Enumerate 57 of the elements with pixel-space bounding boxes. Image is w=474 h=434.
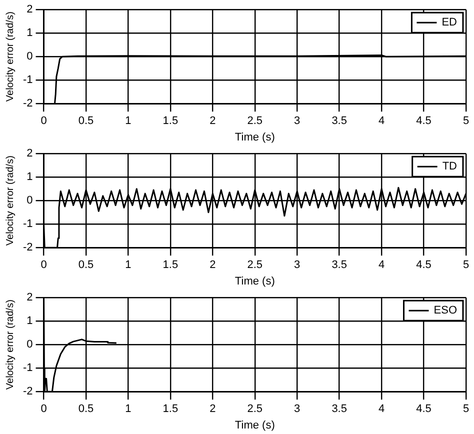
x-tick-label: 1.5 [162, 115, 178, 128]
x-tick-label: 2 [210, 115, 216, 128]
x-tick-label: 0 [40, 259, 47, 272]
y-tick-label: -1 [23, 362, 33, 374]
x-tick-label: 1.5 [162, 259, 178, 272]
legend-label: ESO [434, 304, 458, 317]
legend-label: ED [442, 16, 458, 29]
x-tick-label: 2.5 [247, 115, 263, 128]
x-tick-label: 1 [125, 403, 132, 416]
y-axis-title: Velocity error (rad/s) [4, 300, 16, 390]
x-tick-label: 4 [378, 115, 385, 128]
x-tick-label: 4 [378, 259, 385, 272]
x-axis-title: Time (s) [234, 131, 275, 144]
y-tick-label: -1 [23, 74, 33, 86]
x-tick-label: 4.5 [416, 403, 432, 416]
x-tick-label: 0.5 [78, 259, 94, 272]
y-axis-title: Velocity error (rad/s) [4, 12, 16, 102]
y-tick-label: 0 [26, 338, 33, 351]
x-tick-label: 5 [462, 403, 470, 416]
x-tick-label: 1.5 [162, 403, 178, 416]
y-tick-label: 0 [26, 194, 33, 207]
y-tick-label: 1 [26, 171, 33, 184]
x-tick-label: 3.5 [332, 115, 347, 128]
x-tick-label: 4.5 [416, 259, 432, 272]
y-tick-label: -1 [23, 218, 33, 230]
x-tick-label: 1 [125, 259, 132, 272]
y-tick-label: 2 [26, 292, 33, 304]
y-tick-label: -2 [23, 242, 33, 254]
x-axis-title: Time (s) [234, 419, 275, 432]
x-tick-label: 3 [294, 115, 300, 128]
x-tick-label: 0.5 [78, 403, 94, 416]
y-tick-label: 0 [26, 50, 33, 63]
x-tick-label: 3.5 [332, 403, 347, 416]
y-tick-label: 2 [26, 148, 33, 160]
x-tick-label: 3 [294, 259, 300, 272]
x-tick-label: 4 [378, 403, 385, 416]
y-tick-label: 1 [26, 27, 33, 40]
x-tick-label: 2.5 [247, 403, 263, 416]
x-axis-title: Time (s) [234, 275, 275, 288]
y-tick-label: -2 [23, 98, 33, 110]
x-tick-label: 4.5 [416, 115, 432, 128]
x-tick-label: 3.5 [332, 259, 347, 272]
x-tick-label: 5 [462, 115, 470, 128]
y-tick-label: -2 [23, 386, 33, 398]
x-tick-label: 2 [210, 259, 216, 272]
x-tick-label: 0 [40, 403, 47, 416]
x-tick-label: 0 [40, 115, 47, 128]
x-tick-label: 2 [210, 403, 216, 416]
x-tick-label: 2.5 [247, 259, 263, 272]
x-tick-label: 1 [125, 115, 132, 128]
y-tick-label: 1 [26, 315, 33, 328]
x-tick-label: 5 [462, 259, 470, 272]
y-axis-title: Velocity error (rad/s) [4, 156, 16, 246]
legend-label: TD [442, 160, 458, 173]
y-tick-label: 2 [26, 4, 33, 16]
x-tick-label: 0.5 [78, 115, 94, 128]
x-tick-label: 3 [294, 403, 300, 416]
